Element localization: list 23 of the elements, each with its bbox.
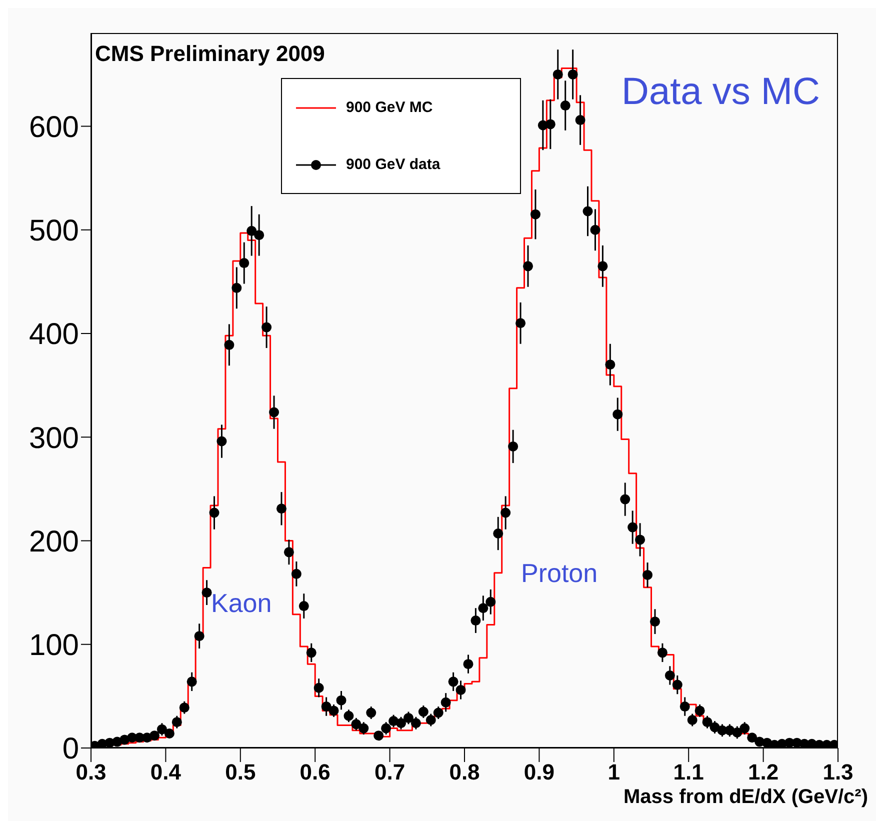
x-axis-title: Mass from dE/dX (GeV/c²) [624,786,868,809]
annotation: CMS Preliminary 2009 [95,41,325,67]
x-tick-label: 0.5 [225,760,256,785]
annotation: Proton [521,558,598,589]
y-tick-label: 500 [28,214,79,248]
x-tick-label: 1.2 [748,760,779,785]
y-tick-label: 600 [28,110,79,144]
annotation: Data vs MC [622,71,820,114]
annotation: Kaon [211,588,272,619]
x-tick-label: 0.7 [374,760,406,785]
legend-label: 900 GeV MC [346,99,433,116]
x-tick-label: 1.3 [822,760,854,785]
legend-label: 900 GeV data [346,156,440,173]
x-tick-label: 1.1 [673,760,704,785]
y-tick-label: 300 [28,422,79,455]
y-tick-label: 100 [28,629,79,662]
x-tick-label: 0.8 [449,760,480,785]
y-tick-label: 200 [28,525,79,558]
x-tick-label: 0.9 [524,760,554,785]
y-tick-label: 400 [28,318,79,352]
x-tick-label: 0.4 [150,760,182,785]
x-tick-label: 1 [608,760,620,785]
x-tick-label: 0.6 [300,760,330,785]
